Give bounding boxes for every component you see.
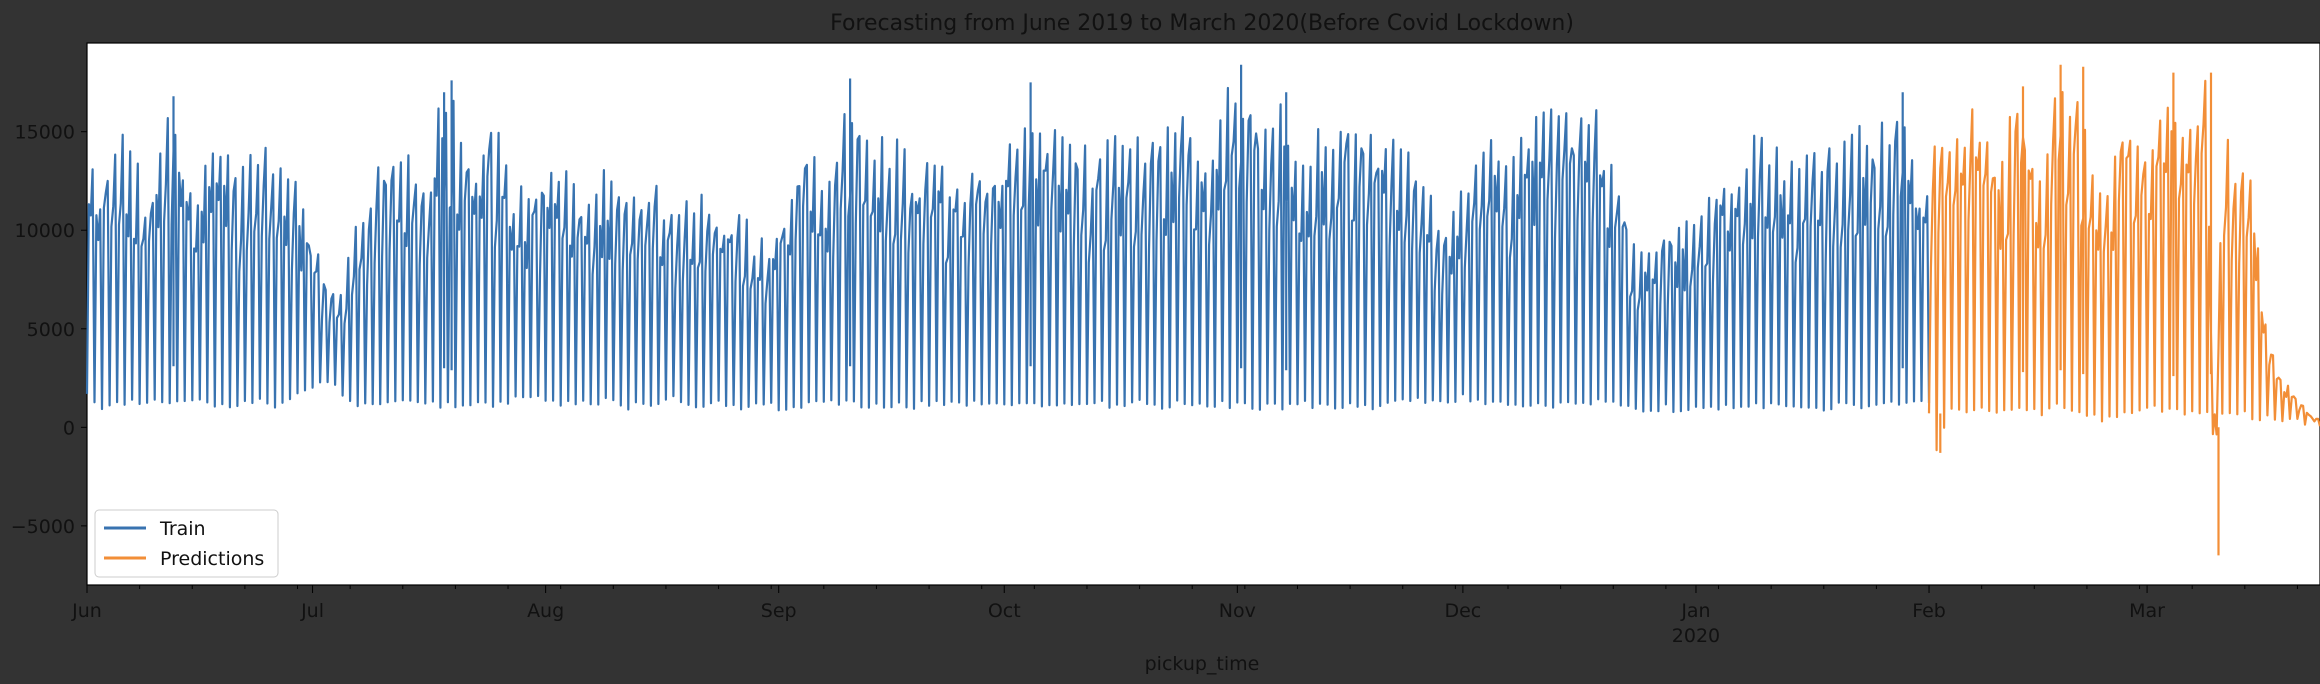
x-axis-label: pickup_time	[1145, 653, 1260, 675]
x-tick-label: Aug	[527, 600, 564, 622]
y-tick-label: 5000	[27, 319, 75, 341]
series-line-train	[85, 64, 1931, 414]
x-tick-label: Mar	[2129, 600, 2165, 622]
x-tick-label: Dec	[1444, 600, 1481, 622]
x-tick-label: Jul	[300, 600, 324, 622]
legend-label-predictions: Predictions	[160, 548, 264, 570]
x-tick-label: Feb	[1912, 600, 1946, 622]
y-axis: −5000 0 5000 10000 15000	[11, 122, 87, 538]
y-tick-label: 10000	[15, 220, 75, 242]
legend-label-train: Train	[159, 518, 206, 540]
plot-area	[86, 42, 2320, 586]
y-tick-label: 15000	[15, 122, 75, 144]
x-tick-label: Jun	[71, 600, 102, 622]
chart-title: Forecasting from June 2019 to March 2020…	[830, 11, 1574, 36]
x-tick-label: Sep	[761, 600, 797, 622]
series-line-predictions	[1927, 64, 2320, 556]
x-tick-label: Jan	[1680, 600, 1710, 622]
series-lines	[85, 64, 2320, 556]
x-tick-label: Nov	[1219, 600, 1256, 622]
x-axis: Jun Jul Aug Sep Oct Nov Dec Jan 2020 Feb Mar	[71, 585, 2298, 647]
y-tick-label: −5000	[11, 516, 75, 538]
y-tick-label: 0	[63, 417, 75, 439]
legend: Train Predictions	[94, 509, 279, 578]
x-tick-label: Oct	[988, 600, 1021, 622]
x-tick-sublabel: 2020	[1672, 625, 1720, 647]
